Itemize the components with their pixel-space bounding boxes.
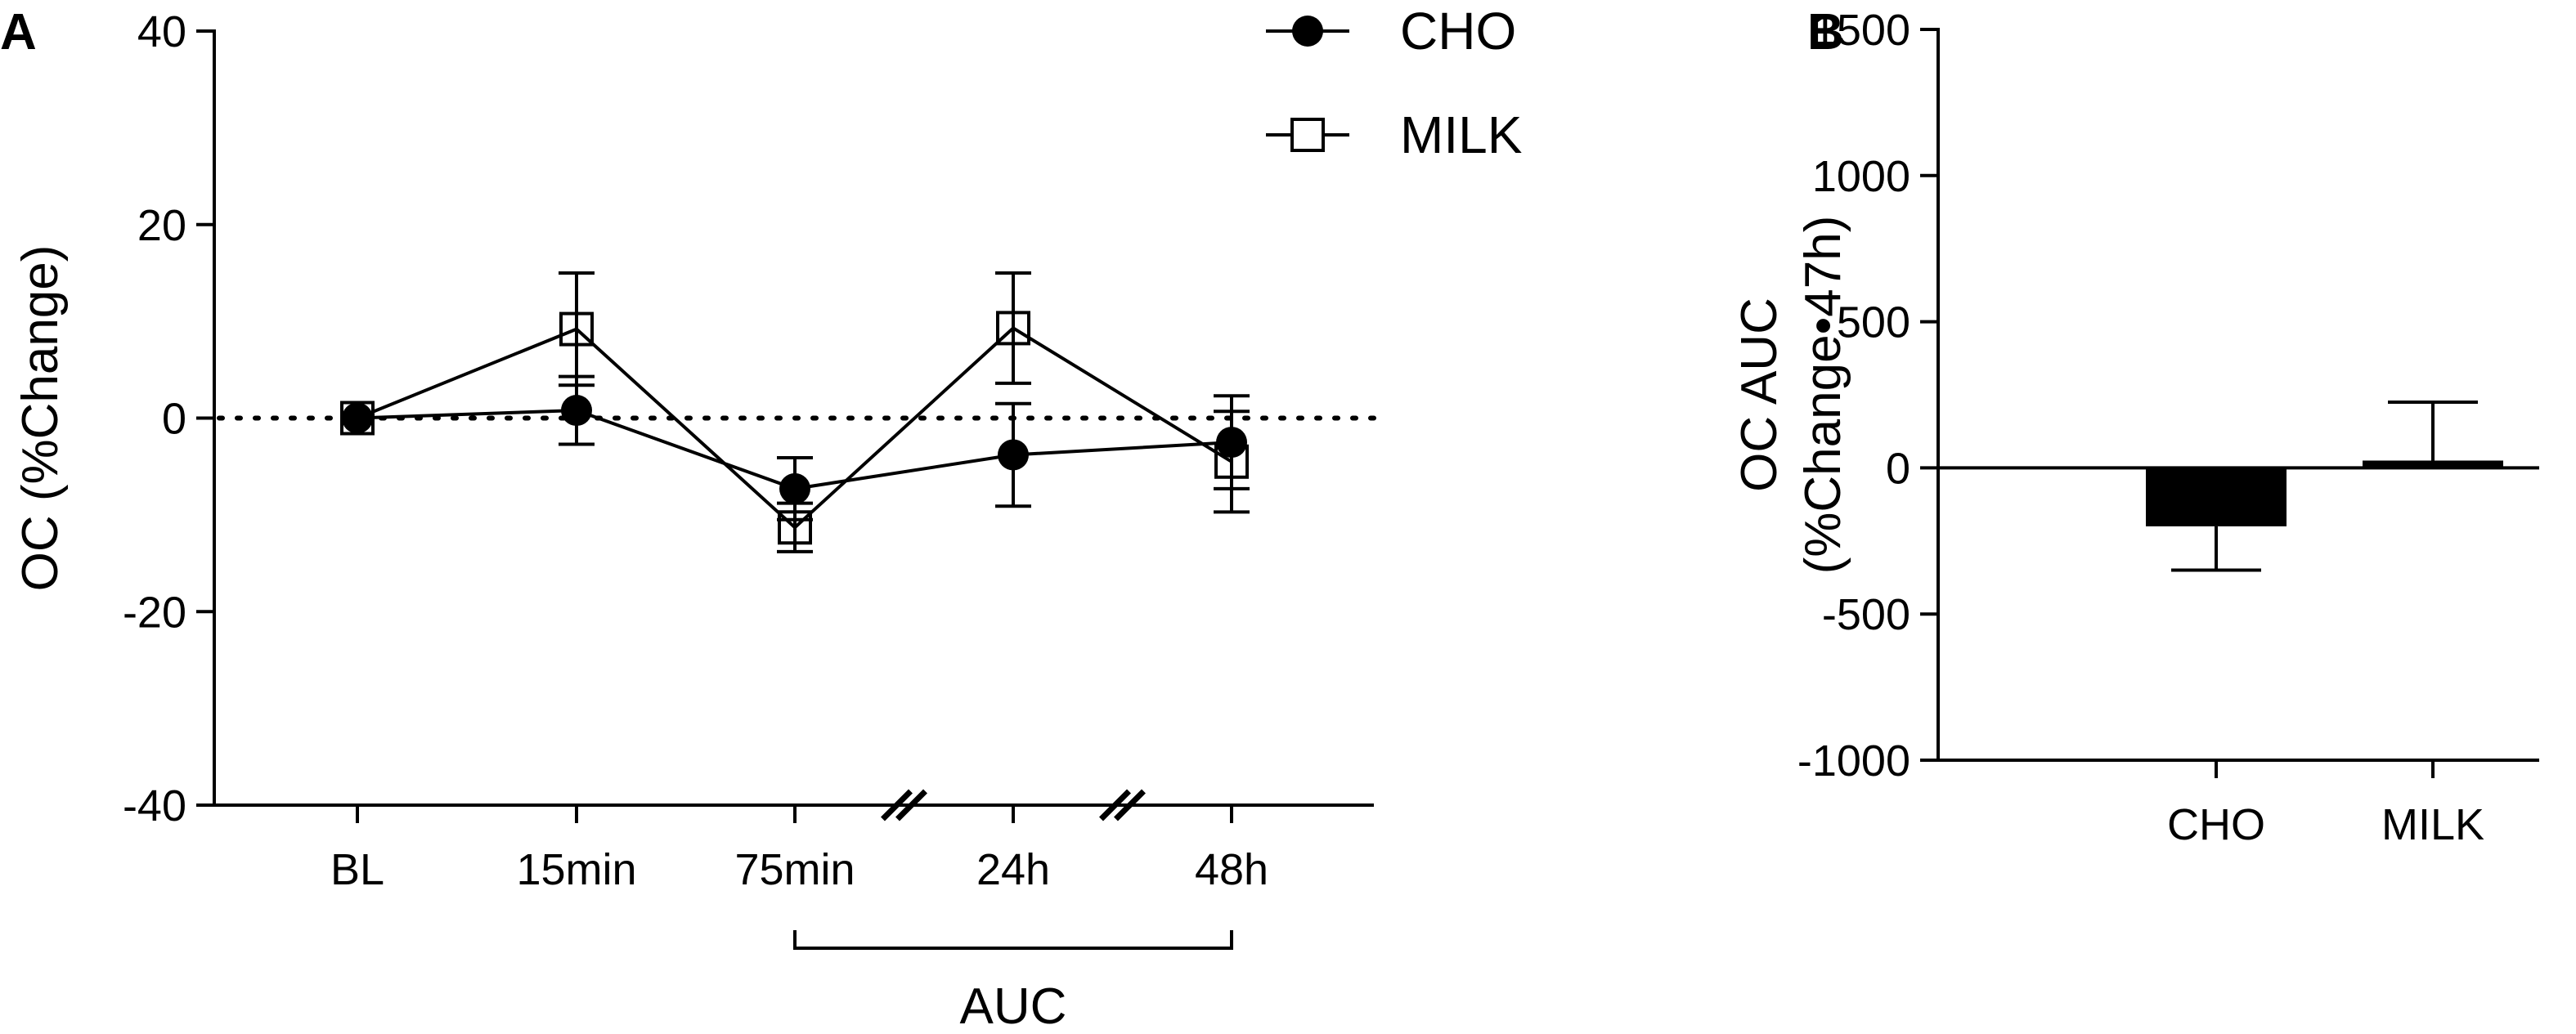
x-tick-label: 15min bbox=[516, 845, 636, 894]
x-tick-label: 24h bbox=[976, 845, 1050, 894]
y-tick-label: -1000 bbox=[1797, 736, 1910, 786]
y-tick-label: 500 bbox=[1837, 298, 1910, 347]
panel-label-b: B bbox=[1807, 4, 1844, 60]
y-axis-label-line1: OC AUC bbox=[1731, 298, 1788, 492]
point-cho bbox=[1216, 427, 1247, 459]
bar-chart-panel: 1500 1000 500 0 -500 -1000 CHO MILK OC AUC (%C… bbox=[1731, 6, 2539, 849]
auc-bracket-label: AUC bbox=[960, 978, 1067, 1034]
line-chart-panel: 40 20 0 -20 -40 BL 15min 75min 24h 48h AUC OC (%… bbox=[12, 2, 1522, 1034]
legend-milk-marker bbox=[1290, 118, 1325, 152]
y-tick-label: 1000 bbox=[1812, 152, 1910, 201]
legend-cho-label: CHO bbox=[1400, 2, 1516, 60]
legend-milk-label: MILK bbox=[1400, 105, 1522, 164]
y-axis-ticks: 1500 1000 500 0 -500 -1000 bbox=[1797, 6, 1938, 786]
point-cho bbox=[561, 395, 592, 427]
y-tick-label: 0 bbox=[1886, 444, 1910, 493]
point-cho bbox=[779, 472, 810, 504]
bars-group: CHO MILK bbox=[2146, 400, 2503, 849]
series-group bbox=[340, 271, 1250, 553]
x-tick-label: BL bbox=[330, 845, 384, 894]
auc-bracket bbox=[793, 930, 1233, 950]
bar-cho bbox=[2146, 468, 2287, 526]
panel-label-a: A bbox=[0, 4, 37, 60]
point-milk bbox=[996, 311, 1030, 346]
bar-milk bbox=[2363, 460, 2503, 468]
y-tick-label: 20 bbox=[137, 201, 186, 250]
y-tick-label: 0 bbox=[162, 395, 186, 444]
point-milk bbox=[559, 311, 594, 347]
y-tick-label: -500 bbox=[1822, 590, 1910, 639]
x-tick-label: CHO bbox=[2167, 800, 2265, 849]
y-axis-ticks: 40 20 0 -20 -40 bbox=[123, 7, 214, 830]
legend-cho-marker bbox=[1292, 16, 1323, 47]
y-axis-label: OC (%Change) bbox=[12, 245, 69, 592]
x-tick-label: MILK bbox=[2381, 800, 2484, 849]
y-axis-label-line2: (%Change•47h) bbox=[1795, 216, 1851, 575]
x-axis-ticks: BL 15min 75min 24h 48h bbox=[330, 805, 1268, 894]
y-tick-label: -40 bbox=[123, 781, 186, 830]
y-tick-label: 1500 bbox=[1812, 6, 1910, 55]
y-tick-label: 40 bbox=[137, 7, 186, 56]
x-tick-label: 75min bbox=[734, 845, 855, 894]
point-milk bbox=[778, 510, 812, 545]
x-tick-label: 48h bbox=[1195, 845, 1268, 894]
point-cho bbox=[342, 402, 373, 434]
legend: CHO MILK bbox=[1266, 2, 1522, 164]
point-cho bbox=[998, 439, 1029, 471]
y-tick-label: -20 bbox=[123, 588, 186, 637]
